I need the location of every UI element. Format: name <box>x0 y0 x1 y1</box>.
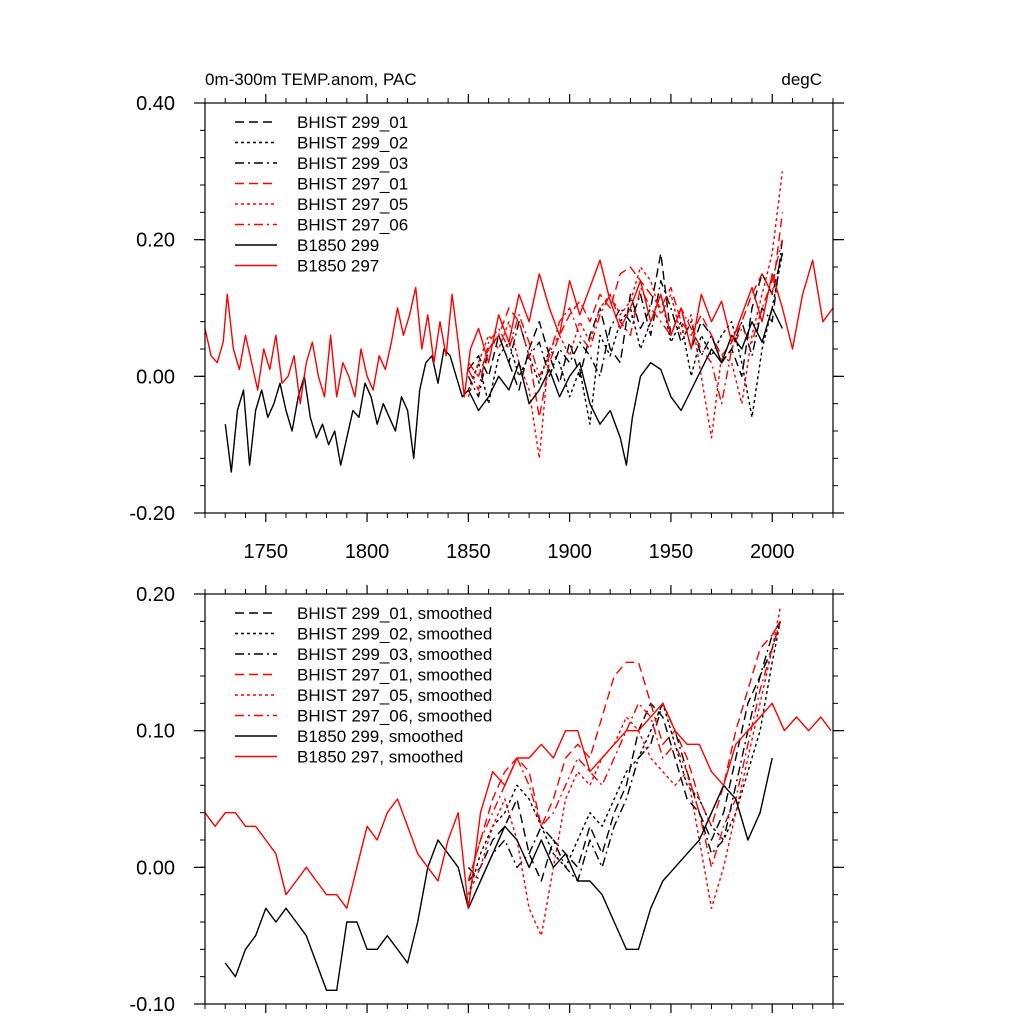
bottom-legend-label: B1850 299, smoothed <box>297 727 463 746</box>
top-series-line-4 <box>467 212 784 418</box>
top-legend-label: BHIST 297_05 <box>297 195 408 214</box>
bottom-series-line-1 <box>467 621 781 882</box>
top-y-tick-label: 0.20 <box>136 230 175 252</box>
bottom-legend: BHIST 299_01, smoothed BHIST 299_02, smoo… <box>235 604 492 767</box>
top-units: degC <box>781 70 822 89</box>
bottom-series-line-7 <box>224 757 773 991</box>
top-x-tick-label: 1750 <box>244 541 289 563</box>
top-series-line-6 <box>467 239 784 405</box>
top-series-group <box>205 171 833 473</box>
top-series-line-7 <box>224 307 784 473</box>
top-title: 0m-300m TEMP.anom, PAC <box>205 70 417 89</box>
top-plot-frame <box>204 102 834 514</box>
bottom-y-tick-label: 0.20 <box>136 584 175 606</box>
top-x-tick-label: 1850 <box>446 541 491 563</box>
top-legend-label: B1850 297 <box>297 257 379 276</box>
bottom-plot-frame <box>204 593 834 1005</box>
bottom-series-line-2 <box>467 621 781 895</box>
top-legend-label: B1850 299 <box>297 236 379 255</box>
bottom-legend-label: B1850 297, smoothed <box>297 748 463 767</box>
top-series-line-1 <box>467 252 784 391</box>
bottom-series-line-5 <box>467 607 781 937</box>
top-y-tick-label: 0.40 <box>136 93 175 115</box>
top-series-line-2 <box>467 253 784 425</box>
bottom-series-line-4 <box>467 620 781 882</box>
bottom-y-tick-label: -0.10 <box>129 994 175 1016</box>
bottom-legend-label: BHIST 297_01, smoothed <box>297 666 492 685</box>
top-legend-label: BHIST 299_02 <box>297 134 408 153</box>
bottom-legend-label: BHIST 297_06, smoothed <box>297 707 492 726</box>
top-panel: 0m-300m TEMP.anom, PAC degC 1750 1800 1850… <box>129 70 844 563</box>
top-y-tick-label: 0.00 <box>136 366 175 388</box>
bottom-legend-label: BHIST 299_01, smoothed <box>297 604 492 623</box>
top-legend-label: BHIST 297_01 <box>297 175 408 194</box>
bottom-y-tick-label: 0.10 <box>136 721 175 743</box>
top-y-tick-label: -0.20 <box>129 503 175 525</box>
top-x-tick-label: 1950 <box>649 541 694 563</box>
top-legend-label: BHIST 299_03 <box>297 154 408 173</box>
top-series-line-8 <box>205 259 833 405</box>
top-legend-label: BHIST 299_01 <box>297 113 408 132</box>
bottom-y-tick-label: 0.00 <box>136 857 175 879</box>
bottom-series-line-8 <box>205 702 832 909</box>
bottom-series-group <box>205 607 832 991</box>
top-x-tick-label: 1800 <box>345 541 390 563</box>
bottom-legend-label: BHIST 299_02, smoothed <box>297 625 492 644</box>
bottom-legend-label: BHIST 297_05, smoothed <box>297 686 492 705</box>
top-legend-label: BHIST 297_06 <box>297 216 408 235</box>
top-x-tick-label: 2000 <box>750 541 795 563</box>
top-x-tick-label: 1900 <box>547 541 592 563</box>
bottom-legend-label: BHIST 299_03, smoothed <box>297 645 492 664</box>
